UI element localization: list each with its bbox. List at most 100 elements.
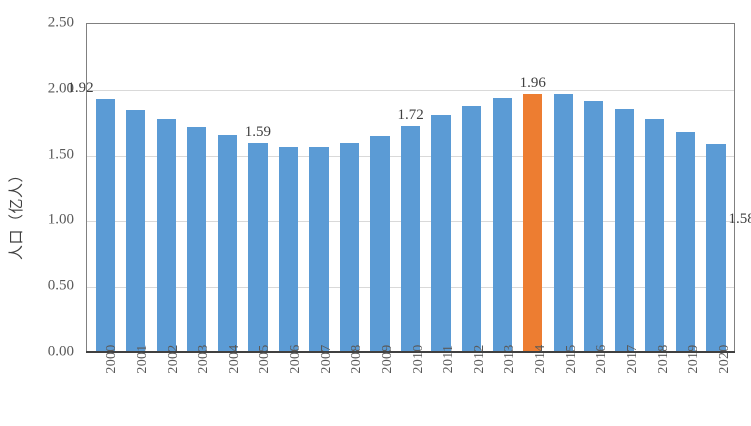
x-tick-slot: 2011 bbox=[426, 345, 457, 426]
plot-area: 1.92 1.59 1.72 1.96 1.58 bbox=[67, 23, 751, 352]
bar-value-label: 1.58 bbox=[728, 211, 751, 228]
x-axis-tick-label: 2020 bbox=[716, 344, 732, 374]
x-tick-slot: 2018 bbox=[640, 344, 671, 426]
bar[interactable]: 1.59 bbox=[245, 124, 271, 352]
bar[interactable] bbox=[431, 115, 451, 352]
x-axis-tick-label: 2011 bbox=[441, 344, 457, 374]
bar-slot bbox=[121, 24, 152, 352]
bar[interactable] bbox=[187, 126, 207, 352]
bar-slot: 1.59 bbox=[243, 24, 274, 352]
x-tick-slot: 2000 bbox=[89, 344, 120, 426]
x-axis-tick-label: 2004 bbox=[226, 344, 242, 374]
bar-slot bbox=[579, 24, 610, 352]
bar[interactable] bbox=[339, 142, 360, 352]
bar-slot bbox=[426, 24, 457, 352]
x-axis-tick-label: 2008 bbox=[349, 344, 365, 374]
x-tick-slot: 2019 bbox=[671, 344, 702, 426]
bar[interactable] bbox=[553, 94, 573, 352]
x-axis-tick-label: 2014 bbox=[533, 344, 549, 374]
bar[interactable] bbox=[217, 134, 237, 352]
bar[interactable] bbox=[492, 98, 512, 352]
x-axis-tick-label: 2013 bbox=[502, 344, 518, 374]
x-tick-slot: 2009 bbox=[365, 344, 396, 426]
bar[interactable] bbox=[675, 132, 695, 352]
bar-slot bbox=[273, 24, 304, 352]
x-axis-line bbox=[86, 351, 735, 353]
bar-slot: 1.92 bbox=[67, 24, 121, 352]
bar[interactable] bbox=[126, 109, 146, 352]
y-axis-tick-label: 2.00 bbox=[47, 80, 74, 97]
x-tick-slot: 2008 bbox=[334, 344, 365, 426]
bar-slot bbox=[151, 24, 182, 352]
x-tick-slot: 2020 bbox=[702, 344, 733, 426]
x-axis-tick-label: 2003 bbox=[196, 344, 212, 374]
x-tick-slot: 2013 bbox=[487, 344, 518, 426]
bar-slot bbox=[456, 24, 487, 352]
bar[interactable]: 1.92 bbox=[67, 81, 115, 352]
y-axis-tick-label: 1.50 bbox=[47, 146, 74, 163]
bar-slot bbox=[670, 24, 701, 352]
y-axis-tick-label: 0.00 bbox=[47, 343, 74, 360]
bar-slot bbox=[334, 24, 365, 352]
bar[interactable]: 1.72 bbox=[397, 107, 424, 352]
x-tick-slot: 2016 bbox=[579, 344, 610, 426]
x-axis-tick-label: 2001 bbox=[134, 344, 150, 374]
y-axis-tick-label: 1.00 bbox=[47, 211, 74, 228]
bar-value-label: 1.72 bbox=[397, 106, 424, 123]
x-tick-slot: 2014 bbox=[518, 344, 549, 426]
bar-slot bbox=[304, 24, 335, 352]
bar-slot: 1.72 bbox=[395, 24, 426, 352]
x-axis-tick-label: 2019 bbox=[686, 344, 702, 374]
bar-slot bbox=[640, 24, 671, 352]
y-axis-tick-label: 0.50 bbox=[47, 277, 74, 294]
x-axis-tick-label: 2006 bbox=[288, 344, 304, 374]
x-axis-tick-label: 2017 bbox=[624, 344, 640, 374]
bar-slot bbox=[548, 24, 579, 352]
bar-slot: 1.58 bbox=[701, 24, 751, 352]
bar[interactable]: 1.96 bbox=[520, 76, 546, 352]
x-axis-tick-label: 2015 bbox=[563, 344, 579, 374]
bar[interactable] bbox=[156, 119, 176, 352]
bar-value-label: 1.96 bbox=[519, 75, 546, 92]
x-axis-tick-label: 2000 bbox=[104, 344, 120, 374]
bar-slot bbox=[212, 24, 243, 352]
x-axis-tick-label: 2012 bbox=[471, 344, 487, 374]
x-tick-slot: 2003 bbox=[181, 344, 212, 426]
x-axis-tick-label: 2010 bbox=[410, 344, 426, 374]
x-axis-tick-label: 2005 bbox=[257, 344, 273, 374]
x-tick-slot: 2015 bbox=[548, 344, 579, 426]
bar[interactable] bbox=[462, 105, 482, 352]
bar-slot bbox=[487, 24, 518, 352]
bar-slot: 1.96 bbox=[517, 24, 548, 352]
bar-slot bbox=[609, 24, 640, 352]
y-axis-title: 人口（亿人） bbox=[0, 0, 30, 426]
bar[interactable]: 1.58 bbox=[706, 144, 751, 352]
bar[interactable] bbox=[645, 119, 665, 352]
x-axis-tick-labels: 2000 2001 2002 2003 2004 2005 2006 2007 2008 2009… bbox=[86, 344, 735, 426]
y-axis-title-text: 人口（亿人） bbox=[8, 166, 25, 260]
x-tick-slot: 2006 bbox=[273, 344, 304, 426]
bar[interactable] bbox=[278, 146, 299, 352]
x-axis-tick-label: 2009 bbox=[379, 344, 395, 374]
bar-slot bbox=[182, 24, 213, 352]
x-axis-tick-label: 2018 bbox=[655, 344, 671, 374]
x-axis-tick-label: 2002 bbox=[165, 344, 181, 374]
bar-value-label: 1.59 bbox=[244, 123, 272, 140]
bar[interactable] bbox=[309, 146, 329, 352]
x-tick-slot: 2004 bbox=[212, 344, 243, 426]
x-tick-slot: 2017 bbox=[610, 344, 641, 426]
x-tick-slot: 2010 bbox=[395, 344, 426, 426]
bar[interactable] bbox=[370, 136, 390, 352]
bar-value-label: 1.92 bbox=[67, 80, 94, 97]
x-axis-tick-label: 2007 bbox=[318, 344, 334, 374]
x-tick-slot: 2012 bbox=[457, 344, 488, 426]
x-tick-slot: 2007 bbox=[303, 344, 334, 426]
bar-series: 1.92 1.59 1.72 1.96 1.58 bbox=[67, 24, 751, 352]
y-axis-tick-label: 2.50 bbox=[47, 14, 74, 31]
bar[interactable] bbox=[584, 100, 604, 352]
x-tick-slot: 2001 bbox=[120, 344, 151, 426]
x-tick-slot: 2005 bbox=[242, 344, 273, 426]
bar[interactable] bbox=[614, 108, 634, 352]
bar-slot bbox=[365, 24, 396, 352]
